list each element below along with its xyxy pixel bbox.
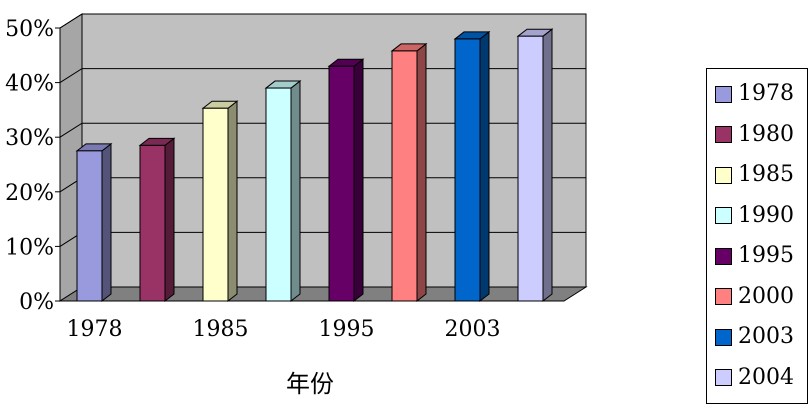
- legend-swatch: [715, 288, 732, 306]
- bar-front: [328, 65, 355, 302]
- y-tick-label: 0%: [19, 290, 54, 315]
- legend-item-2003: 2003: [707, 317, 807, 358]
- y-tick-label: 50%: [5, 17, 54, 42]
- bar-side: [353, 58, 364, 303]
- plot-frame: [58, 13, 588, 302]
- legend-swatch: [715, 85, 732, 103]
- legend-swatch: [715, 166, 732, 184]
- bar-front: [391, 50, 418, 302]
- bar-side: [542, 28, 553, 303]
- legend: 1978 1980 1985 1990 1995 2000 2003 2004: [706, 68, 808, 404]
- bar-side: [290, 80, 301, 303]
- x-axis-ticks: 1978 1985 1995 2003: [67, 317, 501, 342]
- legend-swatch: [715, 247, 732, 265]
- bar-front: [202, 107, 229, 302]
- bar-side: [416, 42, 427, 303]
- legend-swatch: [715, 207, 732, 225]
- y-tick-label: 30%: [5, 126, 54, 151]
- x-tick-label: 1985: [193, 317, 249, 342]
- legend-item-2004: 2004: [707, 358, 807, 399]
- legend-label: 2003: [738, 324, 794, 350]
- bar-side: [479, 30, 490, 303]
- legend-item-1980: 1980: [707, 115, 807, 156]
- bar-1978: [75, 142, 113, 303]
- x-tick-label: 1978: [67, 317, 123, 342]
- bars: [75, 28, 554, 303]
- legend-item-1990: 1990: [707, 196, 807, 237]
- y-tick-label: 20%: [5, 181, 54, 206]
- bar-front: [76, 150, 103, 302]
- plot-floor: [58, 286, 588, 302]
- legend-swatch: [715, 369, 732, 387]
- x-tick-label: 2003: [445, 317, 501, 342]
- legend-item-1985: 1985: [707, 155, 807, 196]
- bar-1985: [201, 100, 239, 303]
- bar-side: [101, 142, 112, 303]
- bar-1990: [264, 80, 302, 303]
- legend-item-2000: 2000: [707, 277, 807, 318]
- y-tick-label: 40%: [5, 72, 54, 97]
- x-axis-title: 年份: [286, 370, 334, 398]
- legend-swatch: [715, 328, 732, 346]
- bar-front: [139, 144, 166, 302]
- bar-2000: [390, 42, 428, 303]
- bar-1980: [138, 137, 176, 303]
- legend-label: 2000: [738, 283, 794, 309]
- bar-2004: [516, 28, 554, 303]
- bar-side: [227, 100, 238, 303]
- bar-2003: [453, 30, 491, 303]
- legend-item-1995: 1995: [707, 236, 807, 277]
- legend-label: 1985: [738, 162, 794, 188]
- legend-label: 2004: [738, 364, 794, 390]
- bar-front: [517, 35, 544, 302]
- y-axis-ticks: 0% 10% 20% 30% 40% 50%: [5, 17, 60, 315]
- y-tick-label: 10%: [5, 235, 54, 260]
- bar-1995: [327, 58, 365, 303]
- legend-label: 1978: [738, 81, 794, 107]
- x-tick-label: 1995: [319, 317, 375, 342]
- legend-label: 1995: [738, 243, 794, 269]
- legend-swatch: [715, 126, 732, 144]
- legend-label: 1980: [738, 121, 794, 147]
- bar-front: [265, 87, 292, 302]
- gridline: [59, 13, 586, 29]
- bar-side: [164, 137, 175, 303]
- legend-label: 1990: [738, 202, 794, 228]
- legend-item-1978: 1978: [707, 74, 807, 115]
- bar-front: [454, 38, 481, 302]
